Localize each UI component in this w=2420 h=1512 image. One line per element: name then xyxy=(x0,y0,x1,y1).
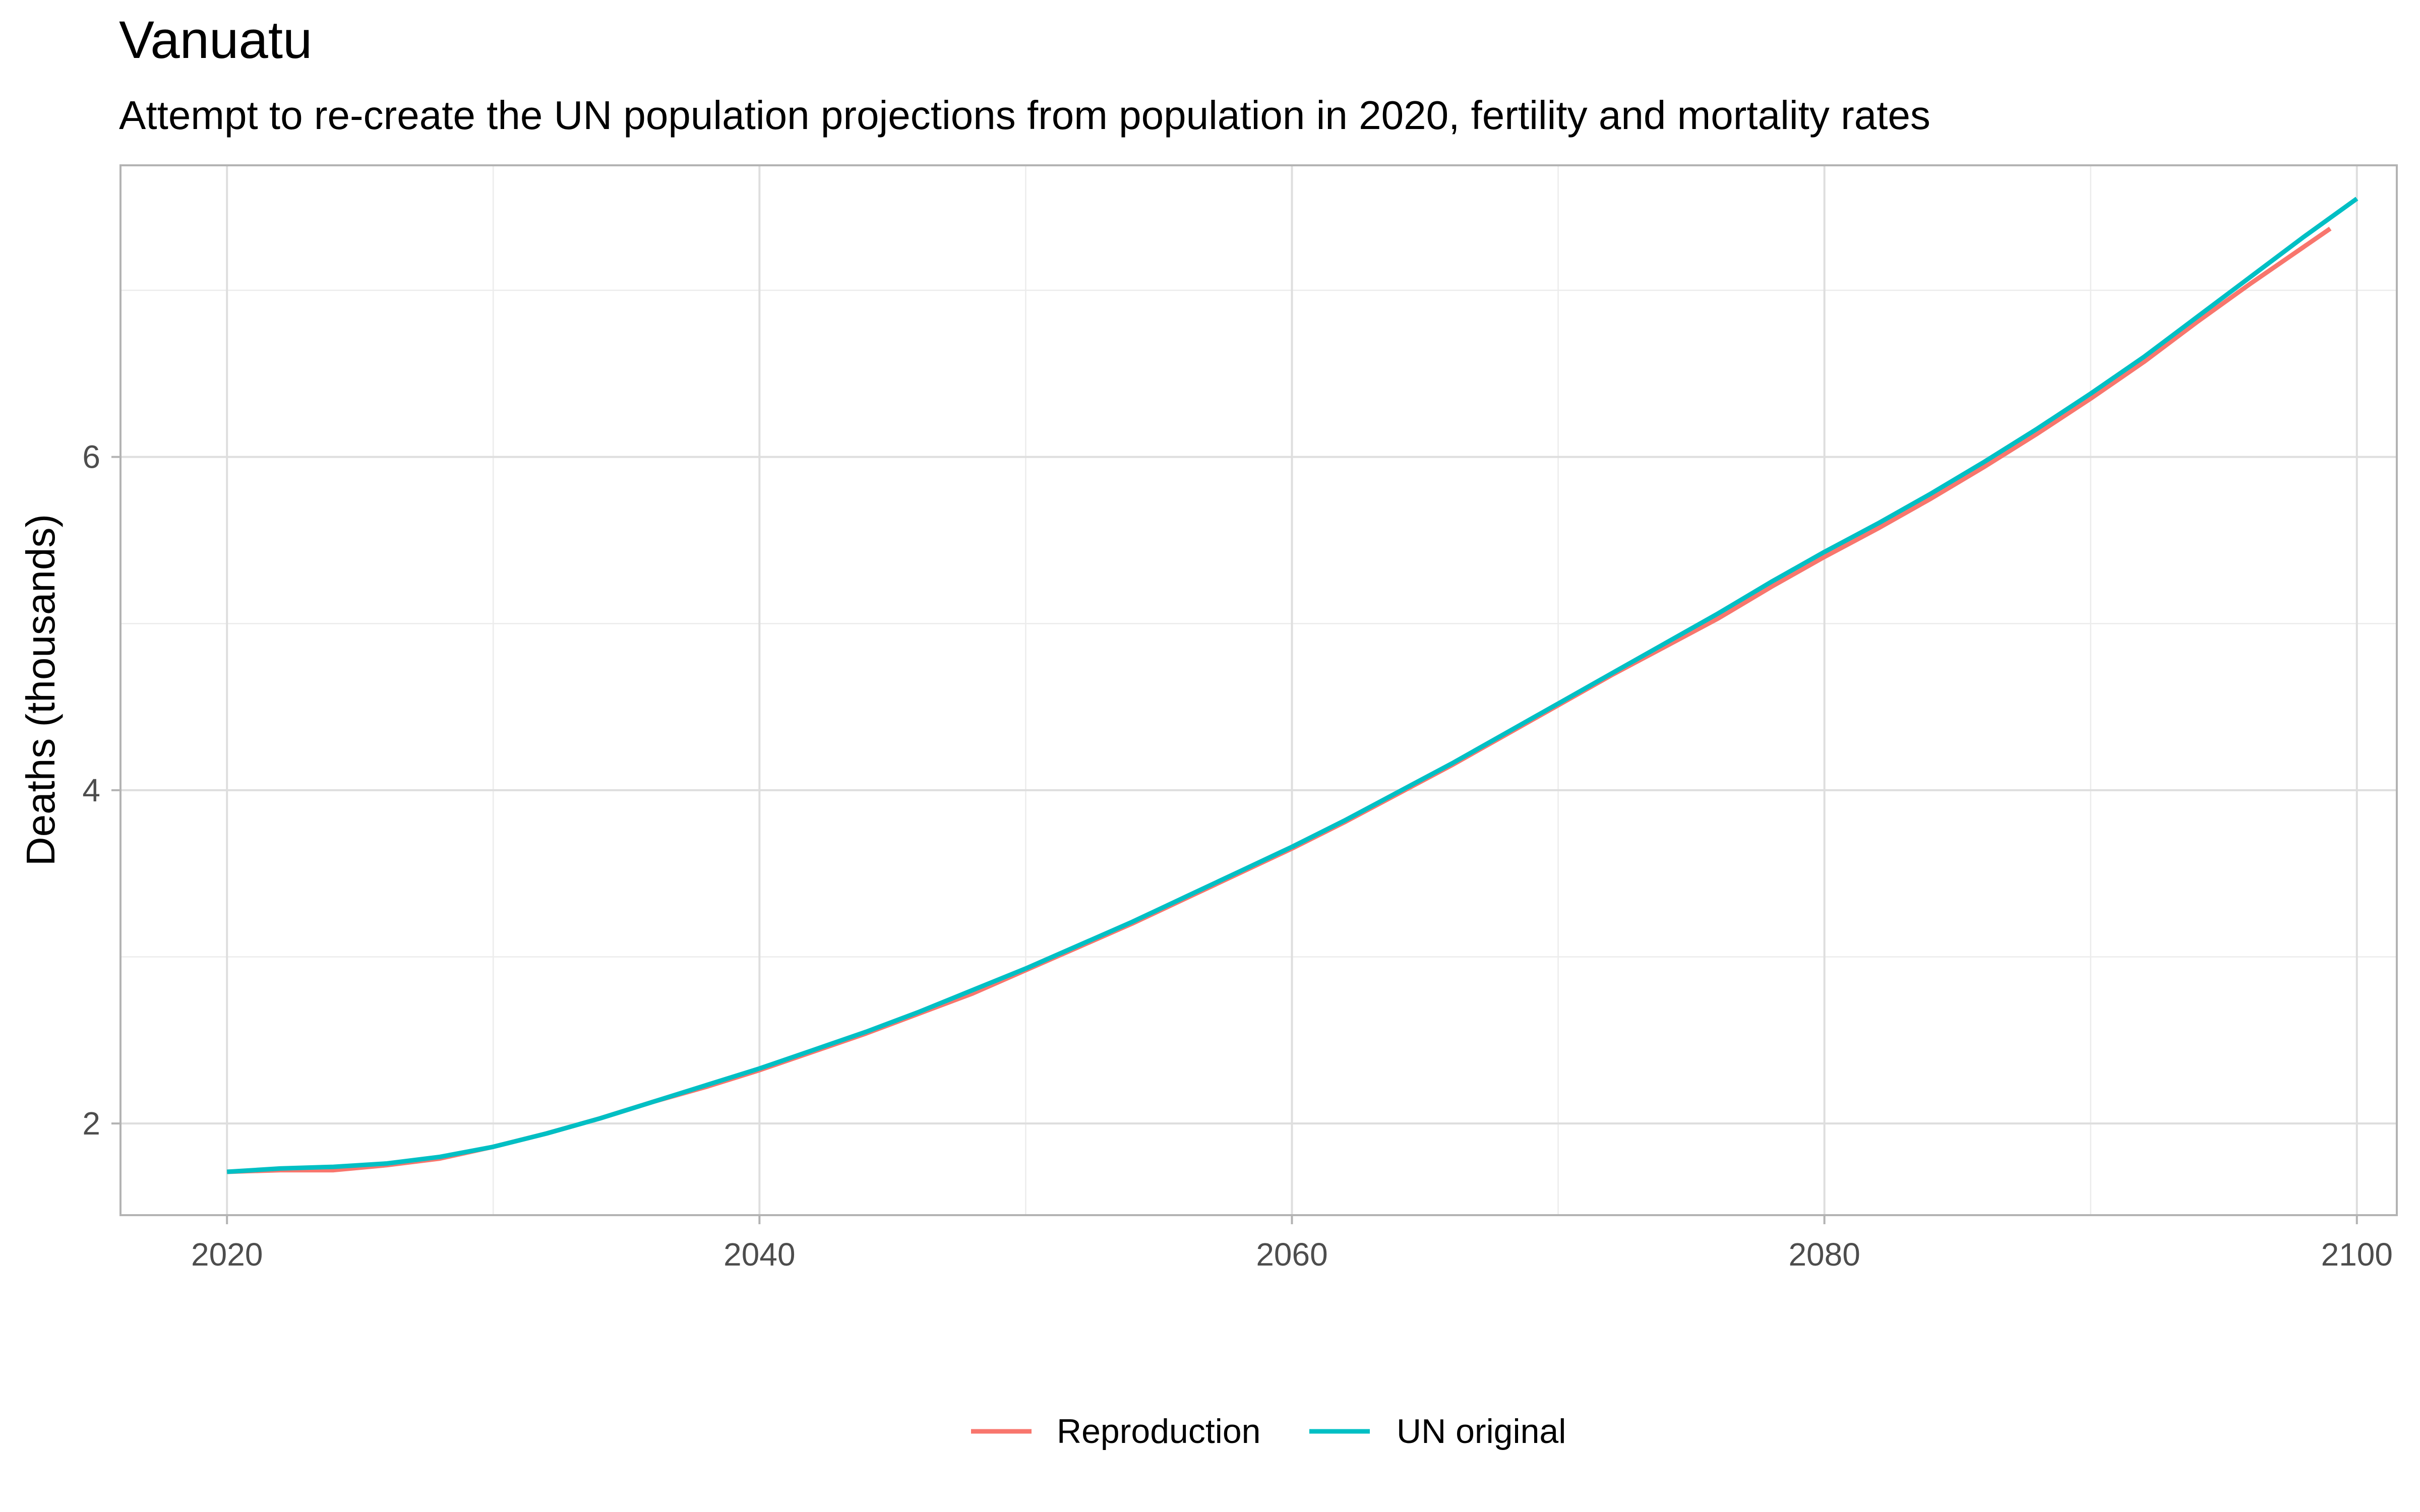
chart-title: Vanuatu xyxy=(119,11,312,70)
plot-panel-border xyxy=(120,165,2397,1215)
x-tick-label: 2100 xyxy=(2321,1236,2393,1273)
y-tick-label: 4 xyxy=(82,772,100,808)
y-axis-title: Deaths (thousands) xyxy=(18,514,63,866)
x-tick-label: 2040 xyxy=(723,1236,795,1273)
x-axis: 2020 2040 2060 2080 2100 xyxy=(191,1215,2393,1273)
y-tick-label: 6 xyxy=(82,439,100,475)
x-tick-label: 2060 xyxy=(1256,1236,1327,1273)
x-tick-label: 2080 xyxy=(1788,1236,1860,1273)
legend: Reproduction UN original xyxy=(971,1412,1566,1451)
x-tick-label: 2020 xyxy=(191,1236,263,1273)
y-tick-label: 2 xyxy=(82,1105,100,1142)
series-line-reproduction xyxy=(227,229,2330,1172)
gridlines xyxy=(120,165,2397,1215)
legend-label-reproduction: Reproduction xyxy=(1057,1412,1260,1451)
legend-label-un-original: UN original xyxy=(1397,1412,1566,1451)
chart-subtitle: Attempt to re-create the UN population p… xyxy=(119,93,1930,138)
y-axis: 2 4 6 xyxy=(82,439,120,1142)
